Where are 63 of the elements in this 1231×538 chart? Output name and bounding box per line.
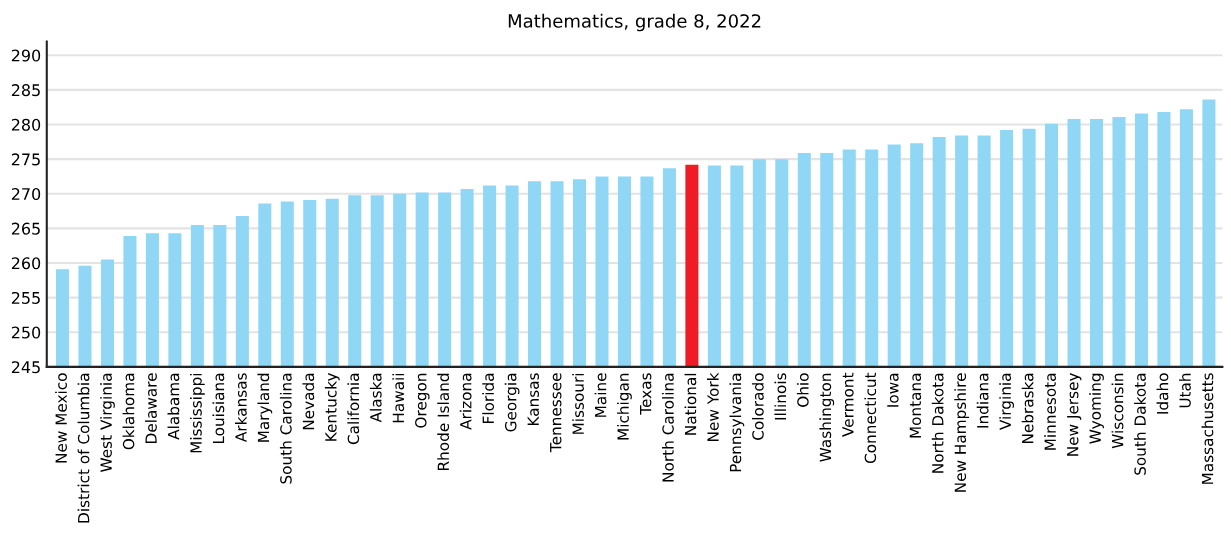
x-tick-label: Kansas (527, 373, 539, 426)
x-tick-label: North Carolina (662, 373, 674, 482)
x-tick-label: Alaska (369, 373, 382, 423)
x-tick-label: Michigan (617, 373, 632, 440)
x-tick-label: Indiana (976, 373, 989, 428)
x-tick-label: Montana (909, 373, 922, 438)
y-tick-label: 280 (11, 118, 41, 131)
x-tick-label: Pennsylvania (729, 373, 745, 472)
x-tick-label: New Hampshire (954, 373, 970, 492)
y-tick-label: 285 (11, 84, 40, 97)
x-tick-label: New York (706, 372, 719, 441)
x-tick-label: Florida (482, 373, 495, 423)
chart-title: Mathematics, grade 8, 2022 (508, 13, 761, 32)
x-tick-label: Illinois (774, 373, 787, 420)
x-tick-label: Minnesota (1044, 373, 1056, 450)
y-tick-label: 245 (11, 361, 40, 374)
x-tick-label: Georgia (504, 373, 520, 432)
x-tick-label: District of Columbia (77, 373, 90, 523)
y-tick-label: 250 (11, 326, 41, 339)
x-tick-label: Wyoming (1089, 373, 1104, 444)
x-tick-label: Maryland (257, 373, 273, 442)
x-tick-label: Oregon (415, 373, 430, 428)
x-tick-label: Arizona (459, 373, 472, 430)
y-tick-label: 260 (11, 257, 41, 270)
x-tick-label: Wisconsin (1111, 373, 1124, 449)
x-tick-label: Kentucky (324, 372, 340, 441)
y-tick-label: 265 (11, 222, 40, 235)
x-tick-label: Louisiana (212, 373, 225, 444)
x-tick-label: South Dakota (1134, 373, 1146, 475)
x-tick-label: Connecticut (864, 372, 877, 464)
x-tick-label: Ohio (796, 373, 809, 407)
x-tick-label: Arkansas (234, 373, 247, 442)
x-tick-label: Texas (640, 373, 652, 415)
x-tick-label: Massachusetts (1201, 373, 1214, 484)
x-tick-label: Hawaii (392, 373, 405, 423)
x-tick-label: Utah (1179, 373, 1191, 408)
x-tick-label: Missouri (572, 373, 584, 434)
x-tick-label: Oklahoma (122, 373, 135, 450)
x-tick-label: Delaware (145, 373, 157, 443)
x-tick-label: Washington (819, 373, 835, 462)
x-tick-label: Mississippi (189, 373, 205, 453)
x-tick-label: Vermont (842, 372, 854, 437)
x-tick-label: Alabama (167, 373, 180, 440)
x-tick-label: Rhode Island (437, 373, 450, 471)
x-tick-label: West Virginia (100, 373, 115, 472)
x-tick-label: South Carolina (279, 373, 292, 484)
x-tick-label: Maine (594, 373, 607, 417)
y-tick-label: 270 (11, 188, 41, 201)
x-tick-label: Tennessee (550, 373, 562, 453)
x-tick-label: Virginia (999, 373, 1014, 430)
x-tick-label: Nebraska (1021, 373, 1034, 444)
y-tick-label: 255 (11, 291, 40, 304)
x-tick-label: National (684, 373, 697, 435)
x-tick-label: New Jersey (1067, 372, 1082, 456)
y-tick-label: 275 (11, 153, 40, 166)
x-tick-label: Idaho (1156, 373, 1169, 414)
x-tick-label: California (347, 373, 360, 445)
x-tick-label: Iowa (887, 373, 899, 407)
x-tick-label: New Mexico (55, 373, 67, 463)
x-tick-label: Nevada (302, 373, 315, 430)
y-tick-label: 290 (11, 49, 41, 62)
x-tick-label: North Dakota (931, 373, 944, 473)
x-tick-label: Colorado (751, 373, 764, 440)
